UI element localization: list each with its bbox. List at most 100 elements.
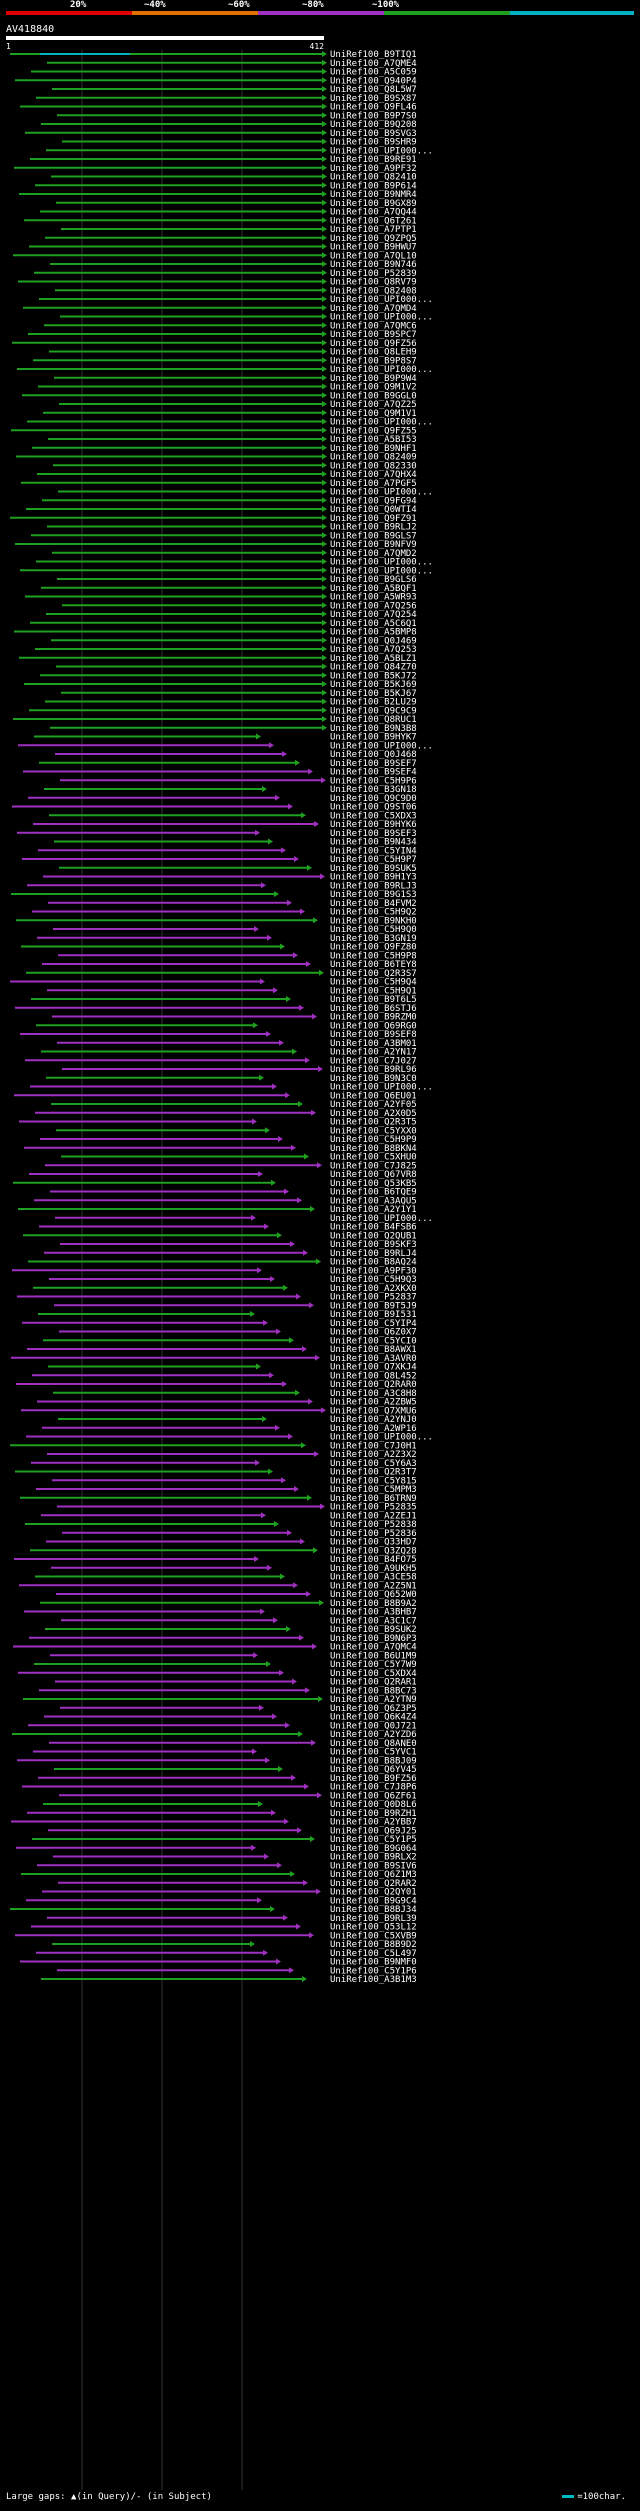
hit-label[interactable]: UniRef100_B9RLJ4	[330, 1249, 417, 1259]
hit-label[interactable]: UniRef100_Q0J468	[330, 750, 417, 760]
hit-label[interactable]: UniRef100_A5C059	[330, 68, 417, 78]
hit-label[interactable]: UniRef100_A3AQU5	[330, 1196, 417, 1206]
hit-label[interactable]: UniRef100_Q6YV45	[330, 1765, 417, 1775]
hit-label[interactable]: UniRef100_A5BI53	[330, 435, 417, 445]
hit-label[interactable]: UniRef100_B9GX89	[330, 199, 417, 209]
hit-label[interactable]: UniRef100_P52835	[330, 1503, 417, 1513]
hit-label[interactable]: UniRef100_A2WP16	[330, 1424, 417, 1434]
hit-label[interactable]: UniRef100_B8BJ09	[330, 1756, 417, 1766]
hit-label[interactable]: UniRef100_B9FZ56	[330, 1774, 417, 1784]
hit-label[interactable]: UniRef100_UPI000...	[330, 365, 433, 375]
hit-label[interactable]: UniRef100_B9P9W4	[330, 374, 417, 384]
hit-label[interactable]: UniRef100_Q6Z1M3	[330, 1870, 417, 1880]
hit-label[interactable]: UniRef100_B9GGL0	[330, 391, 417, 401]
hit-label[interactable]: UniRef100_Q2R3T5	[330, 1118, 417, 1128]
hit-label[interactable]: UniRef100_B9HYK7	[330, 733, 417, 743]
hit-label[interactable]: UniRef100_B9RL39	[330, 1914, 417, 1924]
hit-label[interactable]: UniRef100_Q9FZ91	[330, 514, 417, 524]
hit-label[interactable]: UniRef100_Q9ST06	[330, 803, 417, 813]
hit-label[interactable]: UniRef100_B9T5J9	[330, 1301, 417, 1311]
hit-label[interactable]: UniRef100_B9Q208	[330, 120, 417, 130]
hit-label[interactable]: UniRef100_Q9FZ55	[330, 426, 417, 436]
hit-label[interactable]: UniRef100_Q8L452	[330, 1371, 417, 1381]
hit-label[interactable]: UniRef100_B9SUK5	[330, 864, 417, 874]
hit-label[interactable]: UniRef100_P52839	[330, 269, 417, 279]
hit-label[interactable]: UniRef100_C5XDX3	[330, 811, 417, 821]
hit-label[interactable]: UniRef100_A5WR93	[330, 593, 417, 603]
hit-label[interactable]: UniRef100_B6STJ6	[330, 1004, 417, 1014]
hit-label[interactable]: UniRef100_Q53L12	[330, 1923, 417, 1933]
hit-label[interactable]: UniRef100_B8BC73	[330, 1686, 417, 1696]
hit-label[interactable]: UniRef100_B4FSB6	[330, 1223, 417, 1233]
hit-label[interactable]: UniRef100_C5H9Q4	[330, 978, 417, 988]
hit-label[interactable]: UniRef100_A7Q254	[330, 610, 417, 620]
hit-label[interactable]: UniRef100_B5KJ72	[330, 671, 417, 681]
hit-label[interactable]: UniRef100_Q8LEH9	[330, 348, 417, 358]
hit-label[interactable]: UniRef100_UPI000...	[330, 488, 433, 498]
hit-label[interactable]: UniRef100_A2YF05	[330, 1100, 417, 1110]
hit-label[interactable]: UniRef100_Q9M1V1	[330, 409, 417, 419]
hit-label[interactable]: UniRef100_UPI000...	[330, 1083, 433, 1093]
hit-label[interactable]: UniRef100_B3GN18	[330, 785, 417, 795]
hit-label[interactable]: UniRef100_Q8ANE0	[330, 1739, 417, 1749]
hit-label[interactable]: UniRef100_A3CE58	[330, 1573, 417, 1583]
hit-label[interactable]: UniRef100_Q69J25	[330, 1826, 417, 1836]
hit-label[interactable]: UniRef100_B9N3C0	[330, 1074, 417, 1084]
hit-label[interactable]: UniRef100_C5H9P6	[330, 776, 417, 786]
hit-label[interactable]: UniRef100_B9NFV9	[330, 540, 417, 550]
hit-label[interactable]: UniRef100_A3C8H8	[330, 1389, 417, 1399]
hit-label[interactable]: UniRef100_A2XKX0	[330, 1284, 417, 1294]
hit-label[interactable]: UniRef100_B9P8S7	[330, 356, 417, 366]
hit-label[interactable]: UniRef100_A7QHX4	[330, 470, 417, 480]
hit-label[interactable]: UniRef100_Q0D8L6	[330, 1800, 417, 1810]
hit-label[interactable]: UniRef100_A7QZ25	[330, 400, 417, 410]
hit-label[interactable]: UniRef100_UPI000...	[330, 1214, 433, 1224]
hit-label[interactable]: UniRef100_Q0J721	[330, 1721, 417, 1731]
hit-label[interactable]: UniRef100_Q8L5W7	[330, 85, 417, 95]
hit-label[interactable]: UniRef100_A2Y1Y1	[330, 1205, 417, 1215]
hit-label[interactable]: UniRef100_A7Q256	[330, 601, 417, 611]
hit-label[interactable]: UniRef100_B9P614	[330, 181, 417, 191]
hit-label[interactable]: UniRef100_A7PTP1	[330, 225, 417, 235]
hit-label[interactable]: UniRef100_C5XHU0	[330, 1153, 417, 1163]
hit-label[interactable]: UniRef100_P52836	[330, 1529, 417, 1539]
hit-label[interactable]: UniRef100_B9T6L5	[330, 995, 417, 1005]
hit-label[interactable]: UniRef100_B9GLS6	[330, 575, 417, 585]
hit-label[interactable]: UniRef100_B9SEF7	[330, 759, 417, 769]
hit-label[interactable]: UniRef100_Q2QY01	[330, 1888, 417, 1898]
hit-label[interactable]: UniRef100_Q8RV79	[330, 278, 417, 288]
hit-label[interactable]: UniRef100_Q9M1V2	[330, 383, 417, 393]
hit-label[interactable]: UniRef100_B9RZM0	[330, 1013, 417, 1023]
hit-label[interactable]: UniRef100_A2Z5N1	[330, 1581, 417, 1591]
hit-label[interactable]: UniRef100_Q8RUC1	[330, 715, 417, 725]
hit-label[interactable]: UniRef100_B4FVM2	[330, 899, 417, 909]
hit-label[interactable]: UniRef100_A7QMD4	[330, 304, 417, 314]
hit-label[interactable]: UniRef100_Q82410	[330, 173, 417, 183]
hit-label[interactable]: UniRef100_A2YBB7	[330, 1818, 417, 1828]
hit-label[interactable]: UniRef100_C5H9Q3	[330, 1275, 417, 1285]
hit-label[interactable]: UniRef100_UPI000...	[330, 295, 433, 305]
hit-label[interactable]: UniRef100_A5BMP8	[330, 628, 417, 638]
hit-label[interactable]: UniRef100_A7QL10	[330, 251, 417, 261]
hit-label[interactable]: UniRef100_Q2QUB1	[330, 1231, 417, 1241]
hit-label[interactable]: UniRef100_A2ZBW5	[330, 1398, 417, 1408]
hit-label[interactable]: UniRef100_C5Y6A3	[330, 1459, 417, 1469]
hit-label[interactable]: UniRef100_Q82330	[330, 461, 417, 471]
hit-label[interactable]: UniRef100_B9SIV6	[330, 1861, 417, 1871]
hit-label[interactable]: UniRef100_Q0J469	[330, 636, 417, 646]
hit-label[interactable]: UniRef100_C7J825	[330, 1161, 417, 1171]
hit-label[interactable]: UniRef100_C7J0H1	[330, 1441, 417, 1451]
hit-label[interactable]: UniRef100_Q9FZ56	[330, 339, 417, 349]
hit-label[interactable]: UniRef100_C5H9P9	[330, 1135, 417, 1145]
hit-label[interactable]: UniRef100_B6TRN9	[330, 1494, 417, 1504]
hit-label[interactable]: UniRef100_B9SEF4	[330, 768, 417, 778]
hit-label[interactable]: UniRef100_B9SKF3	[330, 1240, 417, 1250]
hit-label[interactable]: UniRef100_B9HWU7	[330, 243, 417, 253]
hit-label[interactable]: UniRef100_A9UKH5	[330, 1564, 417, 1574]
hit-label[interactable]: UniRef100_B6TEY8	[330, 960, 417, 970]
hit-label[interactable]: UniRef100_A7Q253	[330, 645, 417, 655]
hit-label[interactable]: UniRef100_B8AWX1	[330, 1345, 417, 1355]
hit-label[interactable]: UniRef100_UPI000...	[330, 741, 433, 751]
hit-label[interactable]: UniRef100_Q2RAR0	[330, 1380, 417, 1390]
hit-label[interactable]: UniRef100_B9RE91	[330, 155, 417, 165]
